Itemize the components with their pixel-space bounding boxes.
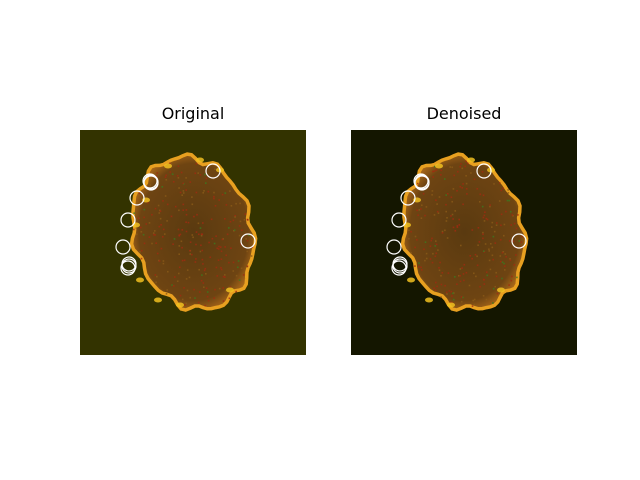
marker-circle	[240, 233, 256, 249]
panel-title-original: Original	[161, 104, 225, 123]
marker-circle	[413, 173, 429, 189]
edge-highlight	[226, 287, 234, 293]
marker-circle	[142, 173, 158, 189]
edge-highlight	[425, 297, 433, 303]
marker-circle	[392, 258, 408, 274]
cell-texture	[408, 160, 523, 307]
micrograph-image	[351, 130, 577, 355]
cell-body	[400, 152, 529, 312]
edge-highlight	[435, 163, 443, 169]
edge-highlight	[164, 163, 172, 169]
marker-circle	[511, 233, 527, 249]
marker-circle	[400, 190, 416, 206]
marker-circle	[391, 260, 407, 276]
edge-highlight	[196, 157, 204, 163]
marker-circle	[205, 163, 221, 179]
edge-highlight	[497, 287, 505, 293]
cell-texture	[133, 162, 254, 307]
original-image-panel	[80, 130, 306, 355]
marker-circle	[391, 212, 407, 228]
marker-circle	[115, 239, 131, 255]
marker-circle	[143, 174, 159, 190]
edge-highlight	[154, 297, 162, 303]
marker-circle	[129, 190, 145, 206]
edge-highlight	[176, 302, 184, 308]
marker-circle	[120, 212, 136, 228]
panel-title-denoised: Denoised	[426, 104, 502, 123]
edge-highlight	[136, 277, 144, 283]
edge-highlight	[447, 302, 455, 308]
marker-circle	[120, 260, 136, 276]
denoised-image-panel	[351, 130, 577, 355]
marker-circle	[121, 258, 137, 274]
edge-highlight	[407, 277, 415, 283]
edge-highlight	[467, 157, 475, 163]
marker-circle	[414, 174, 430, 190]
marker-circle	[386, 239, 402, 255]
marker-circle	[476, 163, 492, 179]
micrograph-image	[80, 130, 306, 355]
